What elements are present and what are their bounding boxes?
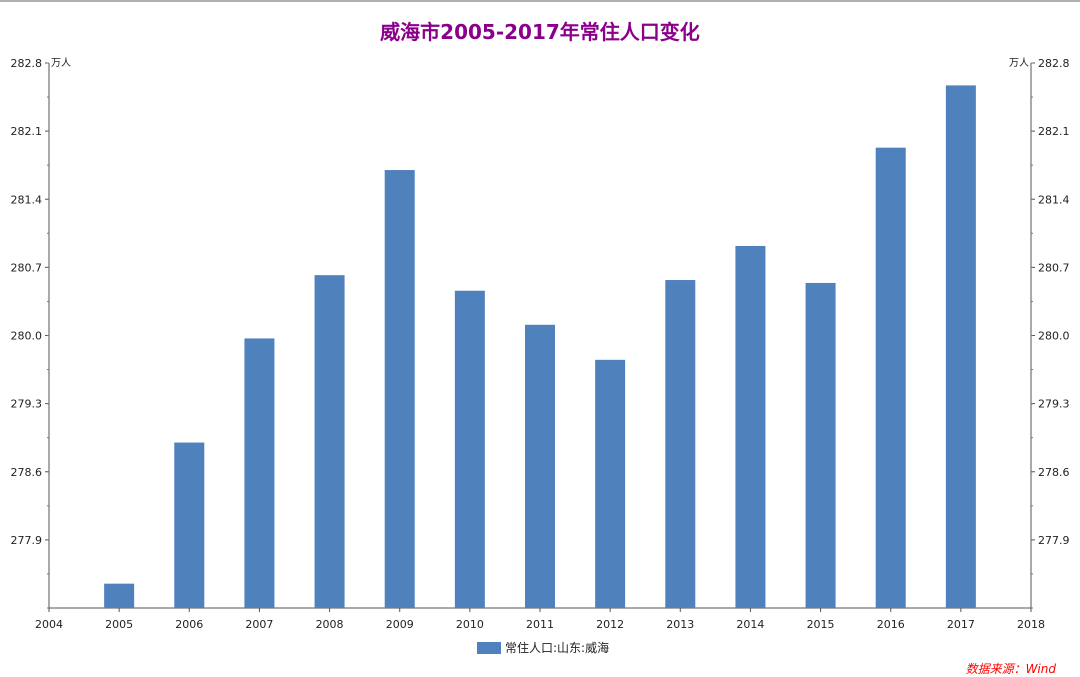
bar-2014 [735,245,766,608]
x-tick-label: 2016 [877,618,905,631]
x-tick-label: 2013 [666,618,694,631]
x-tick-label: 2011 [526,618,554,631]
bar-2009 [384,170,415,608]
x-tick-label: 2008 [316,618,344,631]
y-tick-label-right: 279.3 [1038,398,1070,411]
y-tick-label-right: 280.0 [1038,330,1070,343]
y-tick-label-right: 277.9 [1038,534,1070,547]
x-tick-label: 2004 [35,618,63,631]
data-source-note: 数据来源：Wind [965,662,1056,676]
y-tick-label-left: 278.6 [11,466,43,479]
y-tick-label-left: 280.7 [11,261,43,274]
top-border [0,0,1080,2]
chart-title: 威海市2005-2017年常住人口变化 [380,20,700,44]
x-tick-label: 2018 [1017,618,1045,631]
y-tick-label-right: 280.7 [1038,261,1070,274]
y-unit-left: 万人 [51,57,71,69]
y-unit-right: 万人 [1009,57,1029,69]
bar-2007 [244,338,275,608]
x-tick-label: 2014 [736,618,764,631]
bar-2011 [525,324,555,608]
legend-label: 常住人口:山东:威海 [505,641,610,655]
bar-2012 [595,359,626,608]
x-tick-label: 2017 [947,618,975,631]
x-tick-label: 2007 [245,618,273,631]
bar-2008 [314,275,345,608]
bar-2010 [454,290,485,608]
legend-swatch [477,641,501,654]
x-tick-label: 2005 [105,618,133,631]
bar-2005 [104,583,135,608]
y-tick-label-left: 279.3 [11,398,43,411]
y-tick-label-right: 278.6 [1038,466,1070,479]
y-tick-label-right: 281.4 [1038,193,1070,206]
y-tick-label-left: 280.0 [11,330,43,343]
legend: 常住人口:山东:威海 [477,639,609,656]
bars-group [104,85,976,609]
bar-2013 [665,280,696,608]
x-tick-label: 2010 [456,618,484,631]
x-tick-label: 2015 [807,618,835,631]
y-tick-label-right: 282.8 [1038,57,1070,70]
bar-2006 [174,442,205,608]
bar-2015 [805,282,836,608]
y-tick-label-left: 282.8 [11,57,43,70]
x-tick-label: 2009 [386,618,414,631]
x-tick-label: 2012 [596,618,624,631]
y-tick-label-right: 282.1 [1038,125,1070,138]
y-tick-label-left: 282.1 [11,125,43,138]
axes-group: 万人 万人 277.9 277.9 278.6 278.6 279.3 279.3 280.0 2… [11,57,1070,631]
bar-2017 [945,85,976,609]
y-tick-label-left: 277.9 [11,534,43,547]
y-tick-label-left: 281.4 [11,193,43,206]
bar-2016 [875,147,906,608]
x-tick-label: 2006 [175,618,203,631]
